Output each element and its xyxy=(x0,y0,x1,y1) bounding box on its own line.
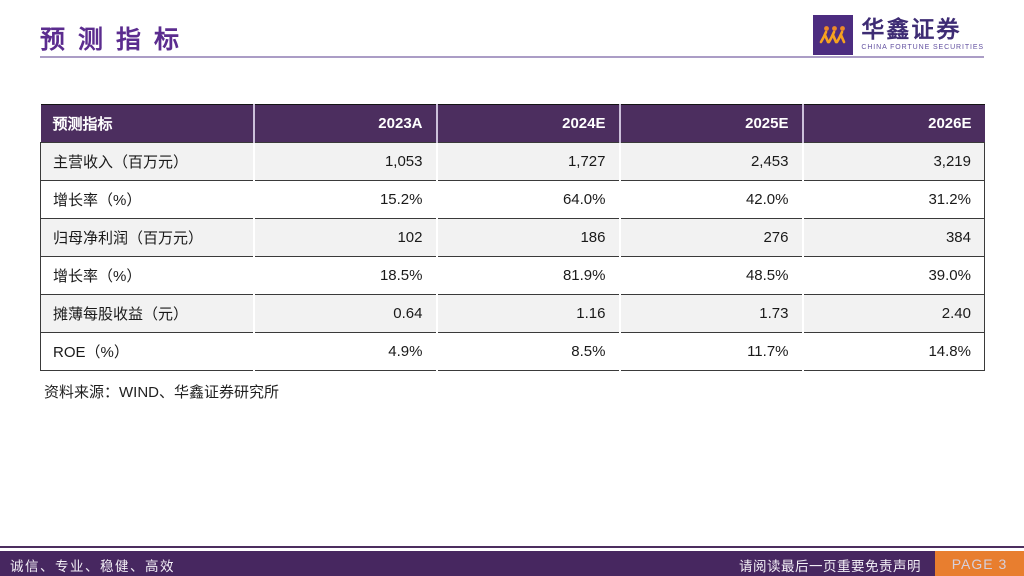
forecast-table: 预测指标 2023A 2024E 2025E 2026E 主营收入（百万元） 1… xyxy=(40,104,985,371)
column-header: 2025E xyxy=(618,104,803,143)
column-header: 预测指标 xyxy=(40,104,254,143)
page-number-badge: PAGE 3 xyxy=(935,551,1024,576)
column-header: 2026E xyxy=(801,104,985,143)
cell-value: 186 xyxy=(435,218,620,257)
cell-value: 4.9% xyxy=(252,332,437,371)
source-note: 资料来源：WIND、华鑫证券研究所 xyxy=(44,384,279,401)
row-label: 归母净利润（百万元） xyxy=(40,218,254,257)
table-row: ROE（%） 4.9% 8.5% 11.7% 14.8% xyxy=(40,332,985,371)
row-label: 增长率（%） xyxy=(40,256,254,295)
footer-disclaimer: 请阅读最后一页重要免责声明 xyxy=(739,559,921,574)
cell-value: 276 xyxy=(618,218,803,257)
table-header-row: 预测指标 2023A 2024E 2025E 2026E xyxy=(40,104,985,143)
logo-text: 华鑫证券 CHINA FORTUNE SECURITIES xyxy=(861,15,984,51)
footer-bar: 诚信、专业、稳健、高效 请阅读最后一页重要免责声明 PAGE 3 xyxy=(0,551,1024,576)
page-title: 预测指标 xyxy=(40,26,193,54)
cell-value: 384 xyxy=(801,218,985,257)
cell-value: 39.0% xyxy=(801,256,985,295)
table-row: 摊薄每股收益（元） 0.64 1.16 1.73 2.40 xyxy=(40,294,985,333)
cell-value: 42.0% xyxy=(618,180,803,219)
column-header: 2023A xyxy=(252,104,437,143)
brand-name-cn: 华鑫证券 xyxy=(861,16,962,42)
cell-value: 102 xyxy=(252,218,437,257)
table-row: 增长率（%） 18.5% 81.9% 48.5% 39.0% xyxy=(40,256,985,295)
table-row: 增长率（%） 15.2% 64.0% 42.0% 31.2% xyxy=(40,180,985,219)
row-label: 摊薄每股收益（元） xyxy=(40,294,254,333)
table-row: 归母净利润（百万元） 102 186 276 384 xyxy=(40,218,985,257)
cell-value: 1.16 xyxy=(435,294,620,333)
cell-value: 64.0% xyxy=(435,180,620,219)
logo-icon xyxy=(813,15,854,55)
cell-value: 1,727 xyxy=(435,142,620,181)
footer-slogan: 诚信、专业、稳健、高效 xyxy=(10,559,175,574)
column-header: 2024E xyxy=(435,104,620,143)
cell-value: 14.8% xyxy=(801,332,985,371)
cell-value: 18.5% xyxy=(252,256,437,295)
cell-value: 48.5% xyxy=(618,256,803,295)
cell-value: 0.64 xyxy=(252,294,437,333)
cell-value: 15.2% xyxy=(252,180,437,219)
row-label: 主营收入（百万元） xyxy=(40,142,254,181)
cell-value: 2.40 xyxy=(801,294,985,333)
table-row: 主营收入（百万元） 1,053 1,727 2,453 3,219 xyxy=(40,142,985,181)
cell-value: 31.2% xyxy=(801,180,985,219)
cell-value: 2,453 xyxy=(618,142,803,181)
cell-value: 3,219 xyxy=(801,142,985,181)
brand-name-en: CHINA FORTUNE SECURITIES xyxy=(861,43,984,51)
company-logo: 华鑫证券 CHINA FORTUNE SECURITIES xyxy=(813,15,984,55)
cell-value: 81.9% xyxy=(435,256,620,295)
cell-value: 11.7% xyxy=(618,332,803,371)
title-divider xyxy=(40,56,984,58)
cell-value: 8.5% xyxy=(435,332,620,371)
cell-value: 1,053 xyxy=(252,142,437,181)
footer-divider xyxy=(0,546,1024,548)
row-label: ROE（%） xyxy=(40,332,254,371)
row-label: 增长率（%） xyxy=(40,180,254,219)
cell-value: 1.73 xyxy=(618,294,803,333)
